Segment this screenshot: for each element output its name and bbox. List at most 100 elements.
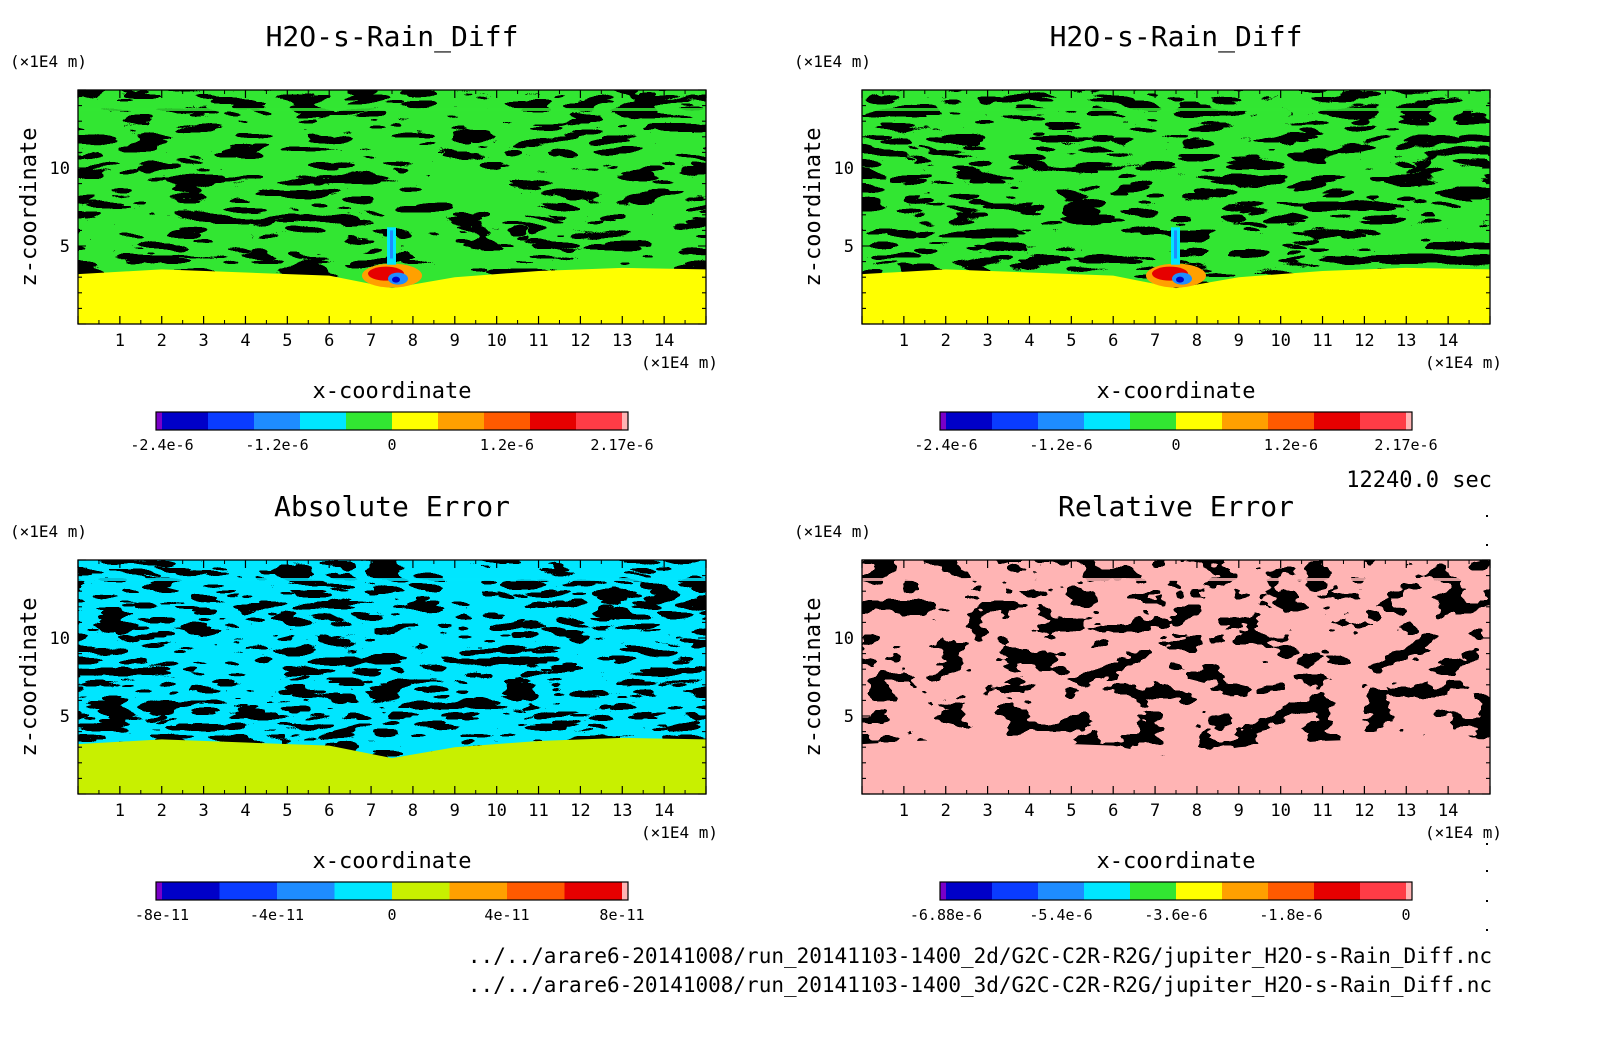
x-tick-label: 13	[1396, 331, 1416, 351]
time-label: 12240.0 sec	[1346, 468, 1492, 493]
x-tick-label: 1	[899, 801, 909, 821]
colorbar-segment	[622, 412, 629, 430]
edge-dot	[1486, 900, 1488, 902]
x-tick-label: 4	[240, 331, 250, 351]
x-tick-label: 3	[982, 801, 992, 821]
x-tick-label: 12	[1354, 801, 1374, 821]
x-tick-label: 11	[1312, 331, 1332, 351]
edge-dot	[1486, 870, 1488, 872]
colorbar-segment	[1222, 882, 1269, 900]
y-axis-label: z-coordinate	[17, 598, 42, 757]
colorbar-segment	[1314, 412, 1361, 430]
colorbar-segment	[1130, 882, 1177, 900]
colorbar-segment	[576, 412, 623, 430]
colorbar-tick-label: -4e-11	[250, 906, 304, 924]
colorbar-segment	[277, 882, 335, 900]
x-tick-label: 1	[115, 801, 125, 821]
x-tick-label: 14	[1438, 801, 1458, 821]
x-tick-label: 8	[1192, 331, 1202, 351]
x-axis-label: x-coordinate	[313, 849, 472, 874]
colorbar-tick-label: -1.2e-6	[1029, 436, 1092, 454]
colorbar-frame	[939, 881, 1413, 901]
y-tick-label: 10	[50, 629, 70, 649]
colorbar-tick-label: -1.2e-6	[245, 436, 308, 454]
x-tick-label: 10	[1270, 331, 1290, 351]
edge-dot	[1486, 544, 1488, 546]
x-tick-label: 1	[899, 331, 909, 351]
field-lower-region	[862, 267, 1490, 324]
colorbar-segment	[622, 882, 629, 900]
colorbar-frame	[155, 881, 629, 901]
x-unit-label: (×1E4 m)	[641, 823, 718, 842]
x-unit-label: (×1E4 m)	[1425, 353, 1502, 372]
anomaly-plume-core	[390, 230, 393, 259]
x-unit-label: (×1E4 m)	[641, 353, 718, 372]
colorbar-tick-label: -1.8e-6	[1259, 906, 1322, 924]
x-tick-label: 2	[157, 801, 167, 821]
x-tick-label: 14	[654, 801, 674, 821]
y-tick-label: 5	[60, 237, 70, 257]
anomaly-plume-core	[1174, 230, 1177, 259]
colorbar-segment	[208, 412, 255, 430]
colorbar-segment	[392, 882, 450, 900]
colorbar-segment	[1038, 882, 1085, 900]
x-tick-label: 1	[115, 331, 125, 351]
x-tick-label: 6	[1108, 331, 1118, 351]
y-tick-label: 10	[834, 159, 854, 179]
edge-dot	[1486, 929, 1488, 931]
x-tick-label: 3	[198, 331, 208, 351]
panel-4: Relative Error(×1E4 m)(×1E4 m)1 2 3 4 5 6 7 8 9 1…	[794, 490, 1502, 924]
y-tick-label: 10	[50, 159, 70, 179]
x-tick-label: 13	[612, 801, 632, 821]
colorbar-segment	[300, 412, 347, 430]
colorbar-segment	[940, 882, 947, 900]
x-tick-label: 9	[450, 331, 460, 351]
x-tick-label: 11	[1312, 801, 1332, 821]
colorbar-segment	[392, 412, 439, 430]
colorbar: -2.4e-6 -1.2e-6 0 1.2e-6 2.17e-6	[130, 411, 654, 454]
field-lower-region	[78, 267, 706, 324]
colorbar-tick-label: 1.2e-6	[1264, 436, 1318, 454]
colorbar-segment	[162, 882, 220, 900]
colorbar-tick-label: -6.88e-6	[910, 906, 982, 924]
panel-3: Absolute Error(×1E4 m)(×1E4 m)1 2 3 4 5 6 7 8 9 1…	[10, 490, 718, 924]
colorbar-segment	[346, 412, 393, 430]
x-tick-label: 6	[1108, 801, 1118, 821]
x-axis-label: x-coordinate	[313, 379, 472, 404]
y-unit-label: (×1E4 m)	[10, 52, 87, 71]
anomaly-core	[1176, 276, 1184, 283]
heatmap-field	[78, 90, 706, 324]
y-unit-label: (×1E4 m)	[794, 522, 871, 541]
file-path-2d: ../../arare6-20141008/run_20141103-1400_…	[468, 944, 1492, 968]
colorbar-segment	[946, 412, 993, 430]
colorbar-segment	[1176, 882, 1223, 900]
colorbar-frame	[155, 411, 629, 431]
y-unit-label: (×1E4 m)	[10, 522, 87, 541]
x-tick-label: 9	[450, 801, 460, 821]
colorbar-tick-label: -8e-11	[135, 906, 189, 924]
x-tick-label: 5	[282, 801, 292, 821]
x-tick-label: 7	[1150, 331, 1160, 351]
panel-2: H2O-s-Rain_Diff(×1E4 m)(×1E4 m)1 2 3 4 5 6 7 8 9…	[794, 20, 1502, 454]
x-axis-label: x-coordinate	[1097, 379, 1256, 404]
x-tick-label: 14	[654, 331, 674, 351]
colorbar-segment	[1268, 412, 1315, 430]
colorbar-segment	[1314, 882, 1361, 900]
x-tick-label: 8	[1192, 801, 1202, 821]
x-unit-label: (×1E4 m)	[1425, 823, 1502, 842]
colorbar-segment	[1406, 412, 1413, 430]
colorbar-tick-label: -2.4e-6	[914, 436, 977, 454]
heatmap-field	[78, 560, 706, 794]
x-tick-label: 10	[1270, 801, 1290, 821]
colorbar-segment	[449, 882, 508, 900]
field-band	[862, 108, 1490, 111]
colorbar-segment	[1268, 882, 1315, 900]
colorbar-segment	[219, 882, 278, 900]
y-tick-label: 5	[844, 707, 854, 727]
y-tick-label: 5	[60, 707, 70, 727]
colorbar-segment	[156, 882, 163, 900]
colorbar-segment	[484, 412, 531, 430]
x-tick-label: 14	[1438, 331, 1458, 351]
field-lower-region	[862, 737, 1490, 794]
colorbar-tick-label: -2.4e-6	[130, 436, 193, 454]
